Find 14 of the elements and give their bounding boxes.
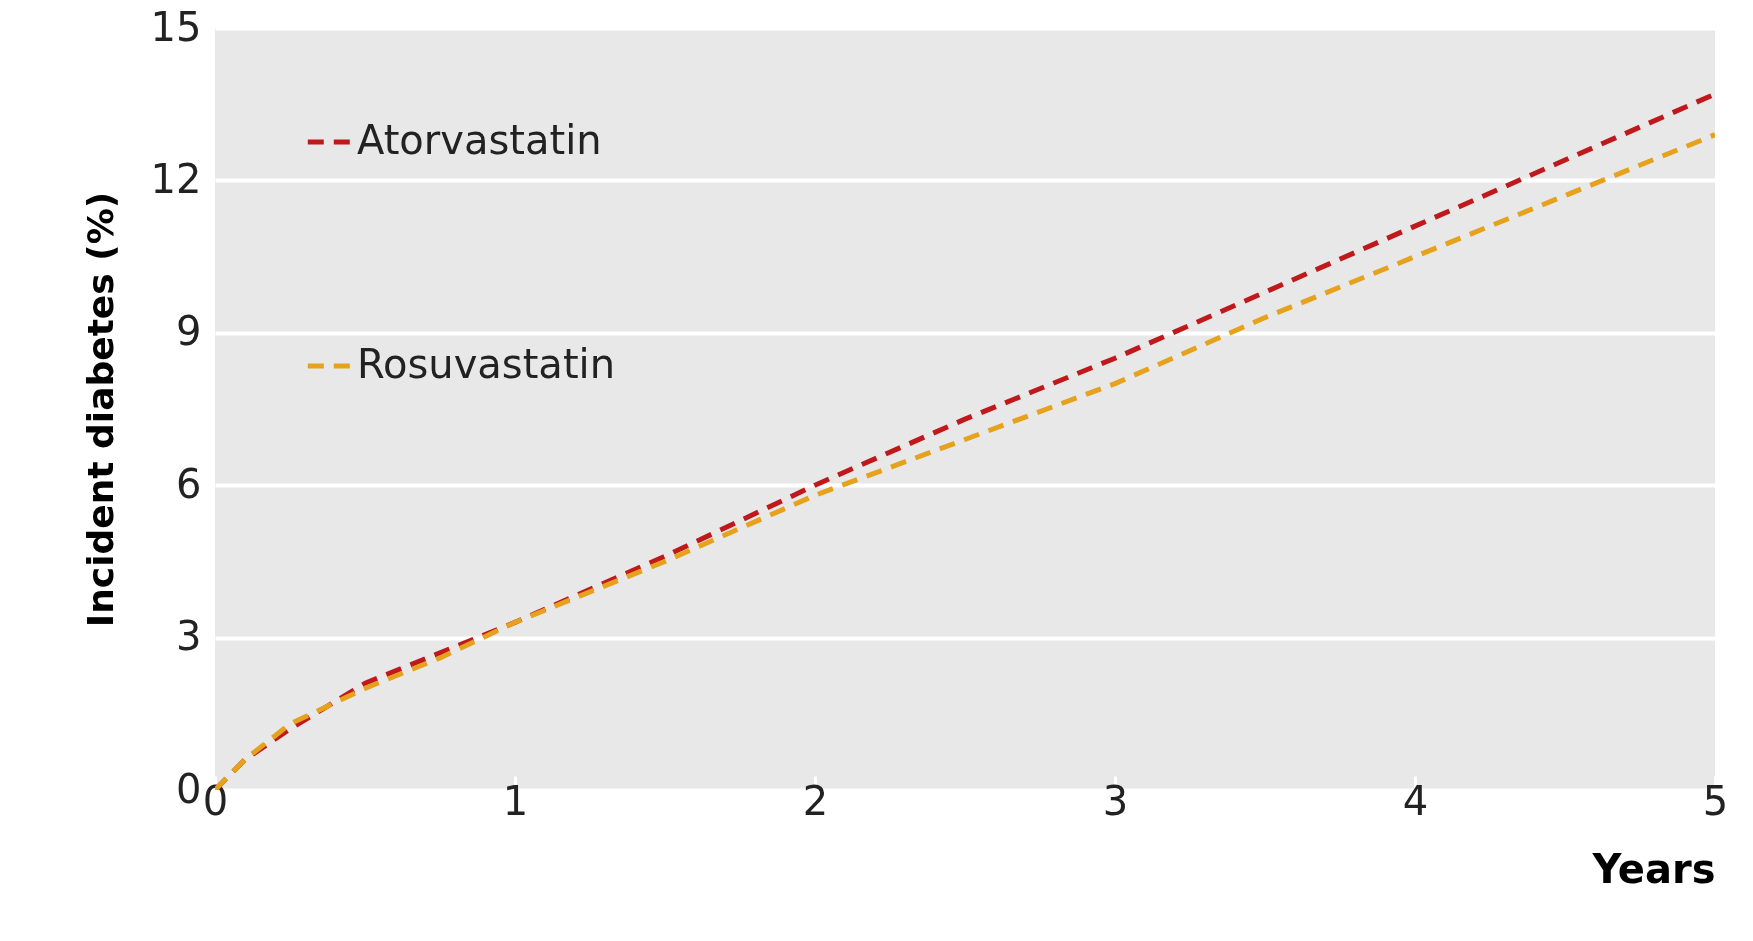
x-tick-label: 2 [802, 777, 829, 824]
legend-label: Rosuvastatin [357, 341, 616, 387]
y-axis-title: Incident diabetes (%) [79, 191, 121, 628]
y-tick-label: 15 [150, 3, 202, 50]
x-tick-label: 3 [1102, 777, 1129, 824]
x-tick-label: 4 [1402, 777, 1429, 824]
y-tick-label: 6 [176, 460, 202, 507]
y-tick-label: 9 [176, 308, 202, 355]
legend-label: Atorvastatin [357, 117, 602, 163]
y-tick-label: 12 [150, 155, 202, 202]
x-tick-label: 1 [502, 777, 529, 824]
y-tick-label: 3 [176, 613, 202, 660]
x-tick-label: 5 [1702, 777, 1729, 824]
x-axis-title: Years [1591, 845, 1716, 892]
